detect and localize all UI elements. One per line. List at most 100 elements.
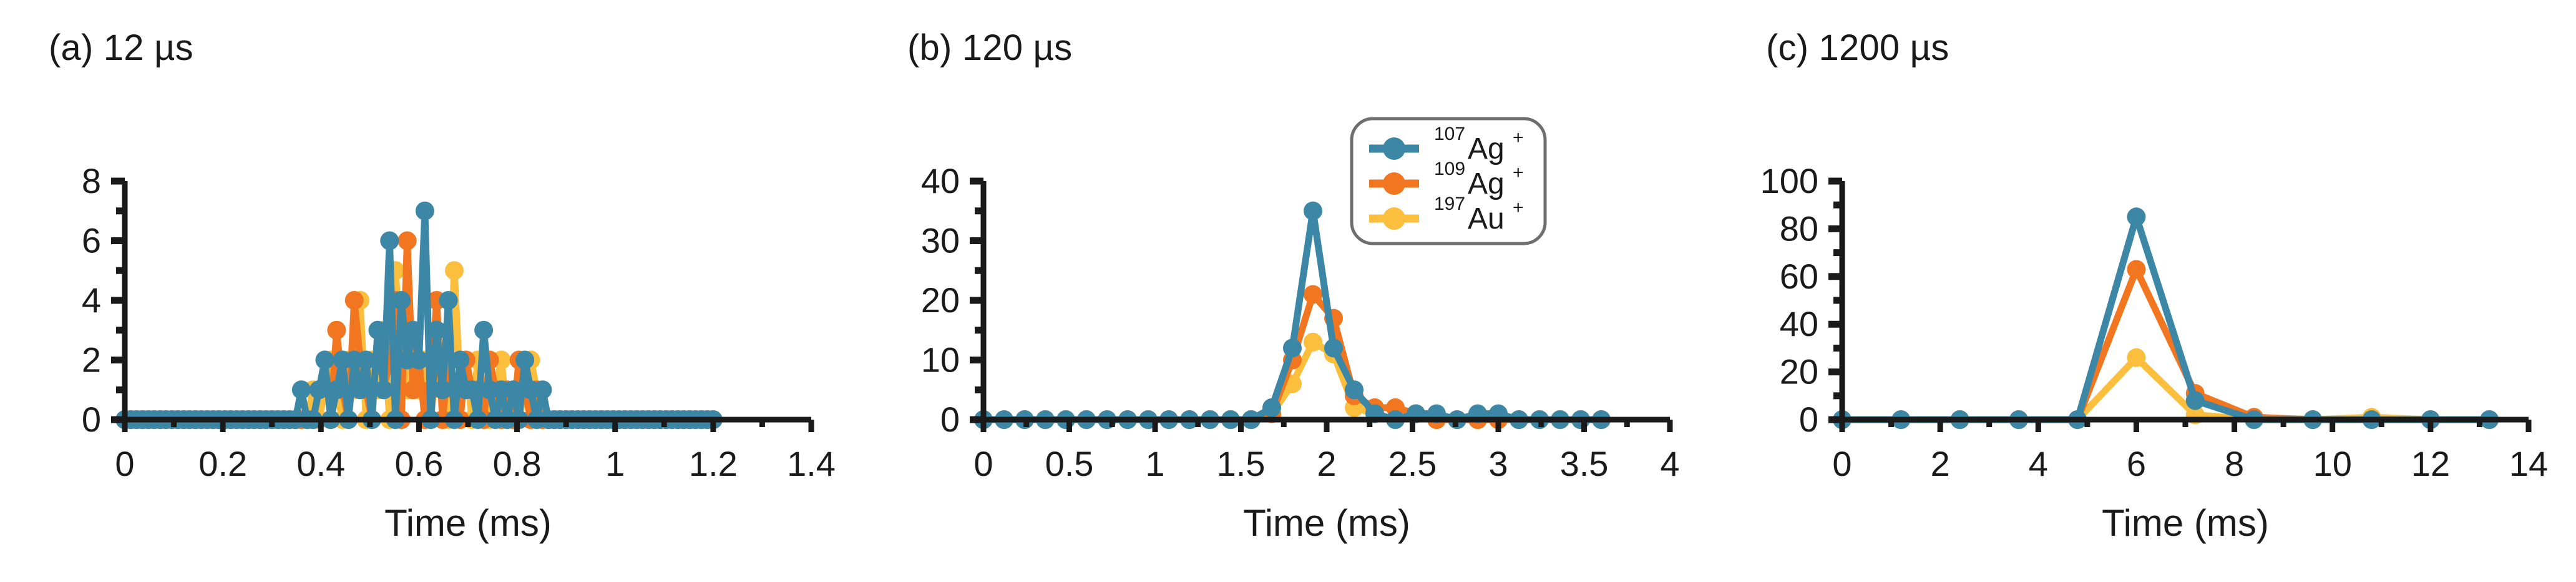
x-tick-label: 3.5 (1560, 444, 1609, 483)
y-tick-label: 20 (921, 280, 960, 320)
legend-charge-sign: + (1513, 197, 1524, 218)
x-tick-label: 2.5 (1388, 444, 1437, 483)
x-tick-label: 0.4 (296, 444, 345, 483)
data-point (1304, 201, 1322, 220)
x-tick-label: 1 (1145, 444, 1164, 483)
x-tick-label: 0.2 (198, 444, 247, 483)
legend-label: Ag (1468, 167, 1505, 200)
data-point (374, 380, 393, 400)
x-axis-title: Time (ms) (2102, 502, 2269, 544)
x-tick-label: 4 (1660, 444, 1679, 483)
data-point (404, 320, 422, 340)
panel-b: (b) 120 µs 0 0.5 1 1.5 2 2.5 3 3.5 4 0 10 20 30 40 Tim… (859, 0, 1717, 582)
data-point (427, 320, 446, 340)
y-tick-label: 60 (1780, 257, 1818, 296)
x-tick-label: 1.5 (1217, 444, 1266, 483)
panel-c-label: (c) 1200 µs (1766, 27, 1949, 68)
data-point (409, 350, 429, 370)
data-point (1345, 380, 1364, 400)
y-tick-label: 6 (82, 221, 101, 260)
y-tick-label: 10 (921, 340, 960, 380)
data-point (2185, 391, 2205, 410)
data-point (368, 320, 388, 340)
data-point (515, 350, 535, 370)
x-tick-label: 8 (2225, 444, 2244, 483)
data-point (351, 380, 370, 400)
data-point (327, 380, 346, 400)
panel-c-plot: 0 2 4 6 8 10 12 14 0 20 40 60 80 100 Time (ms) (1760, 161, 2549, 544)
series-line-109Ag+ (1838, 265, 2493, 423)
x-tick-label: 0 (115, 444, 134, 483)
data-point (310, 380, 329, 400)
data-point (344, 291, 364, 310)
x-tick-label: 0.8 (493, 444, 542, 483)
legend-charge-sign: + (1513, 162, 1524, 183)
y-tick-label: 80 (1780, 209, 1818, 248)
data-point (2127, 207, 2146, 227)
data-point (462, 380, 482, 400)
series-markers-109Ag+ (1833, 260, 2499, 429)
legend-isotope-number: 197 (1434, 194, 1465, 214)
data-point (2127, 260, 2146, 279)
data-point (392, 291, 411, 310)
legend-swatch-marker (1383, 137, 1405, 160)
data-point (404, 380, 422, 400)
x-tick-label: 3 (1488, 444, 1508, 483)
data-point (356, 350, 376, 370)
data-point (439, 291, 458, 310)
x-axis-title: Time (ms) (384, 502, 552, 544)
data-point (1304, 332, 1322, 352)
x-axis-title: Time (ms) (1243, 502, 1410, 544)
panel-c: (c) 1200 µs 0 2 4 6 8 10 12 14 0 20 40 60 80 100 Time … (1717, 0, 2576, 582)
x-tick-label: 1.2 (689, 444, 738, 483)
data-point (291, 380, 311, 400)
legend-charge-sign: + (1513, 127, 1524, 148)
x-tick-label: 2 (1317, 444, 1336, 483)
y-tick-label: 100 (1760, 161, 1818, 200)
legend-label: Au (1468, 202, 1505, 235)
data-point (1304, 285, 1322, 304)
panel-a: (a) 12 µs 0 0.2 0.4 0.6 0.8 1 1.2 1.4 0 2 4 6 8 Time … (0, 0, 859, 582)
legend-swatch-marker (1383, 172, 1405, 195)
data-point (504, 380, 523, 400)
y-tick-label: 20 (1780, 352, 1818, 392)
series-line-197Au+ (1838, 354, 2493, 423)
data-point (327, 320, 346, 340)
legend-swatch-marker (1383, 207, 1405, 230)
x-tick-label: 0 (973, 444, 993, 483)
y-tick-label: 0 (82, 400, 101, 439)
panel-a-plot: 0 0.2 0.4 0.6 0.8 1 1.2 1.4 0 2 4 6 8 Time (ms) (82, 161, 836, 544)
panel-b-label: (b) 120 µs (907, 27, 1073, 68)
x-tick-label: 1.4 (787, 444, 836, 483)
data-point (433, 380, 452, 400)
y-tick-label: 40 (921, 161, 960, 200)
data-point (451, 350, 470, 370)
data-point (533, 380, 552, 400)
y-tick-label: 0 (940, 400, 960, 439)
data-point (474, 320, 494, 340)
y-tick-label: 40 (1780, 304, 1818, 343)
legend-isotope-number: 109 (1434, 159, 1465, 179)
data-point (1324, 338, 1343, 358)
x-tick-label: 4 (2029, 444, 2048, 483)
y-tick-label: 2 (82, 340, 101, 380)
x-tick-label: 10 (2313, 444, 2352, 483)
data-point (445, 261, 464, 280)
x-tick-label: 0.5 (1045, 444, 1094, 483)
data-point (2127, 348, 2146, 367)
x-tick-label: 6 (2127, 444, 2146, 483)
y-tick-label: 4 (82, 280, 101, 320)
x-tick-label: 12 (2411, 444, 2450, 483)
data-point (1283, 338, 1302, 358)
data-point (398, 231, 417, 250)
x-tick-label: 0 (1832, 444, 1852, 483)
panel-a-label: (a) 12 µs (49, 27, 193, 68)
data-point (415, 201, 434, 220)
data-point (380, 231, 399, 250)
y-tick-label: 30 (921, 221, 960, 260)
legend-isotope-number: 107 (1434, 124, 1465, 144)
x-tick-label: 2 (1931, 444, 1950, 483)
legend-label: Ag (1468, 132, 1505, 165)
